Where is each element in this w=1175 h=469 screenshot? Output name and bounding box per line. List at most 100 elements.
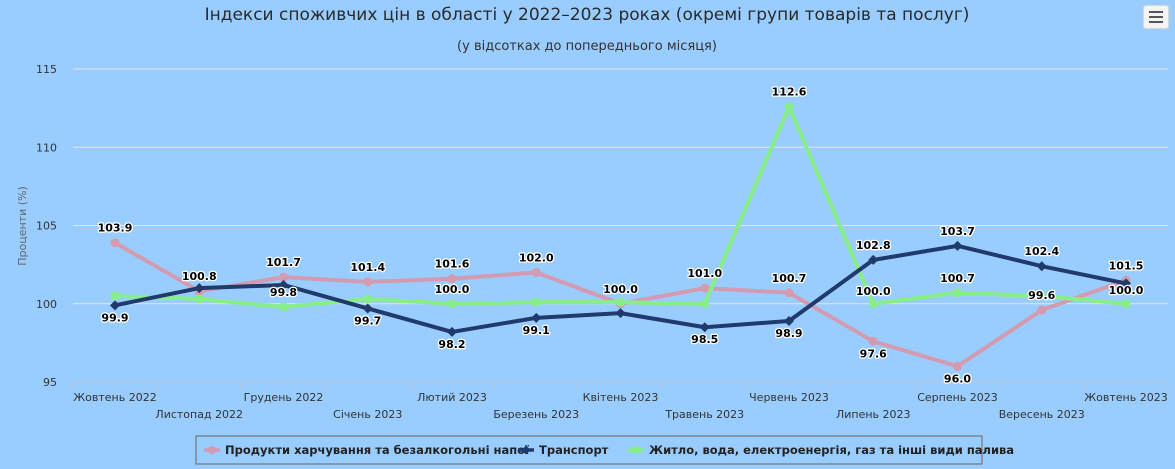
data-point [616, 297, 625, 307]
data-point [953, 361, 962, 371]
data-point [447, 299, 457, 309]
chart-title: Індекси споживчих цін в області у 2022–2… [205, 5, 970, 25]
legend-item[interactable]: Житло, вода, електроенергія, газ та інші… [628, 443, 1014, 457]
data-label: 100.0 [1109, 284, 1144, 297]
data-point [363, 294, 373, 304]
data-point [279, 272, 288, 282]
x-tick-label: Листопад 2022 [155, 408, 243, 421]
data-label: 100.0 [856, 285, 891, 298]
data-label: 103.9 [98, 222, 133, 235]
data-point [531, 297, 541, 307]
data-point [110, 300, 120, 311]
data-label: 96.0 [944, 372, 971, 385]
data-label: 99.9 [101, 311, 128, 324]
data-point [868, 336, 878, 346]
x-tick-label: Серпень 2023 [917, 391, 998, 404]
data-label: 99.6 [1028, 289, 1055, 302]
data-point [362, 303, 373, 314]
data-point [953, 288, 962, 298]
data-point [110, 291, 120, 301]
x-tick-label: Червень 2023 [749, 391, 829, 404]
x-tick-label: Березень 2023 [493, 408, 579, 421]
x-tick-label: Грудень 2022 [244, 391, 324, 404]
data-point [110, 238, 120, 248]
y-axis-title: Проценти (%) [16, 186, 29, 266]
data-label: 103.7 [940, 225, 975, 238]
data-point [531, 312, 542, 323]
data-point [784, 315, 794, 326]
data-point [1037, 291, 1047, 301]
y-tick-label: 100 [36, 298, 57, 311]
data-labels: 103.9 100.8 101.7 101.4 101.6 102.0 100.0 101.0… [96, 84, 1145, 386]
legend-marker [632, 446, 640, 454]
data-point [699, 322, 710, 333]
data-label: 101.0 [687, 267, 722, 280]
data-label: 101.6 [435, 258, 470, 271]
data-label: 100.0 [603, 283, 638, 296]
y-tick-label: 95 [43, 376, 57, 389]
data-label: 100.7 [772, 272, 807, 285]
data-label: 101.5 [1109, 259, 1144, 272]
legend-label: Продукти харчування та безалкогольні нап… [225, 443, 529, 457]
y-tick-label: 105 [36, 220, 57, 233]
data-label: 98.5 [691, 333, 718, 346]
data-label: 100.0 [435, 283, 470, 296]
data-point [447, 274, 457, 284]
data-point [194, 294, 204, 304]
data-label: 99.1 [523, 324, 550, 337]
hamburger-menu-icon [1149, 11, 1163, 13]
data-point [615, 308, 626, 319]
legend-box [195, 435, 983, 465]
data-label: 102.8 [856, 239, 891, 252]
data-point [447, 326, 457, 337]
data-label: 112.6 [772, 86, 807, 99]
data-label: 100.8 [182, 270, 217, 283]
data-point [700, 299, 710, 309]
x-tick-label: Жовтень 2022 [73, 391, 156, 404]
x-tick-label: Вересень 2023 [999, 408, 1085, 421]
x-tick-label: Травень 2023 [664, 408, 744, 421]
data-point [868, 254, 879, 265]
y-tick-label: 110 [36, 141, 57, 154]
data-point [1036, 261, 1047, 272]
axes: 95 100 105 110 115 Жовтень 2022 Листопад 2022Г… [36, 63, 1169, 421]
data-label: 102.0 [519, 251, 554, 264]
legend-marker [521, 445, 531, 455]
data-label: 102.4 [1024, 245, 1059, 258]
data-label: 97.6 [860, 347, 887, 360]
legend-label: Транспорт [539, 443, 609, 457]
data-label: 101.4 [350, 261, 385, 274]
legend-marker [208, 446, 216, 454]
legend-label: Житло, вода, електроенергія, газ та інші… [649, 443, 1014, 457]
data-point [700, 283, 710, 293]
chart-subtitle: (у відсотках до попереднього місяця) [457, 39, 717, 54]
data-point [279, 302, 288, 312]
y-tick-label: 115 [36, 63, 57, 76]
x-tick-label: Лютий 2023 [417, 391, 487, 404]
data-point [1121, 299, 1131, 309]
data-label: 101.7 [266, 256, 301, 269]
x-tick-label: Січень 2023 [333, 408, 402, 421]
data-label: 100.7 [940, 272, 975, 285]
data-point [784, 102, 794, 112]
legend-item[interactable]: Продукти харчування та безалкогольні нап… [204, 443, 529, 457]
data-point [531, 267, 541, 277]
data-label: 98.2 [438, 338, 465, 351]
x-tick-label: Липень 2023 [836, 408, 911, 421]
data-label: 99.8 [270, 286, 297, 299]
data-point [952, 240, 963, 251]
x-tick-label: Квітень 2023 [583, 391, 659, 404]
legend[interactable]: Продукти харчування та безалкогольні нап… [195, 435, 1014, 465]
data-point [1121, 278, 1131, 289]
data-point [1037, 305, 1047, 315]
data-label: 99.7 [354, 314, 381, 327]
x-tick-label: Жовтень 2023 [1084, 391, 1167, 404]
data-label: 98.9 [775, 327, 802, 340]
legend-item[interactable]: Транспорт [518, 443, 609, 457]
series [110, 102, 1131, 371]
data-point [278, 279, 289, 290]
data-point [194, 283, 205, 294]
chart-menu-button[interactable] [1143, 5, 1169, 29]
data-point [784, 288, 794, 298]
